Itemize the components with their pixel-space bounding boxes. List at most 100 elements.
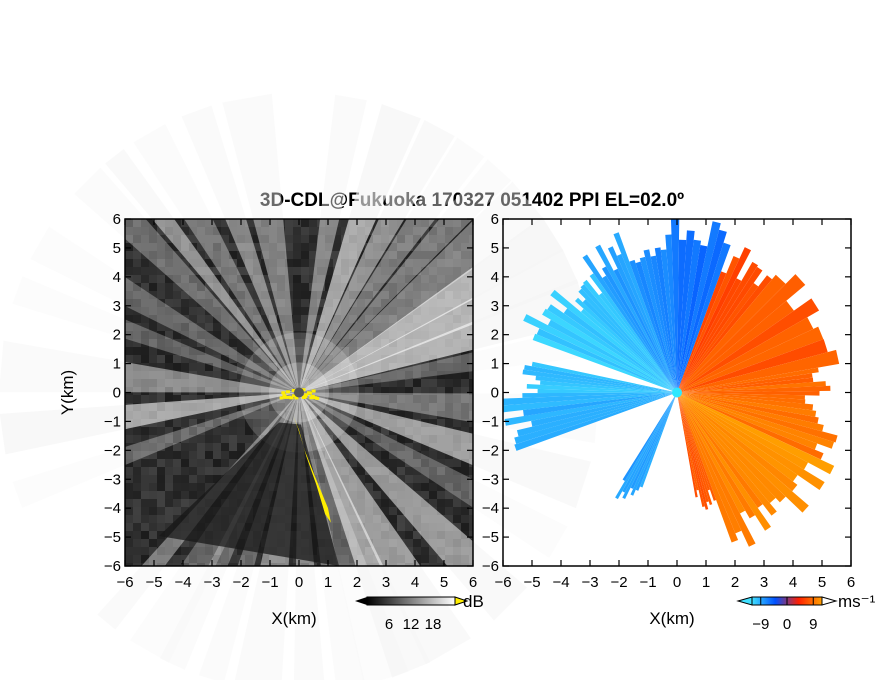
reflectivity-cell	[317, 283, 325, 291]
reflectivity-cell	[189, 307, 197, 315]
reflectivity-cell	[381, 267, 389, 275]
reflectivity-cell	[149, 491, 157, 499]
reflectivity-cell	[277, 387, 285, 395]
reflectivity-cell	[317, 475, 325, 483]
reflectivity-saturation-speck	[301, 388, 306, 392]
x-tick-label: −3	[203, 574, 220, 591]
reflectivity-cell	[309, 291, 317, 299]
reflectivity-cell	[325, 347, 333, 355]
reflectivity-cell	[453, 491, 461, 499]
reflectivity-cell	[125, 563, 133, 566]
reflectivity-cell	[157, 299, 165, 307]
reflectivity-cell	[405, 523, 413, 531]
reflectivity-cell	[277, 243, 285, 251]
reflectivity-cell	[125, 355, 133, 363]
reflectivity-cell	[237, 299, 245, 307]
reflectivity-cell	[397, 387, 405, 395]
reflectivity-cell	[397, 275, 405, 283]
reflectivity-beam	[299, 392, 471, 665]
reflectivity-cell	[277, 275, 285, 283]
reflectivity-cell	[293, 371, 301, 379]
velocity-sector	[582, 299, 677, 393]
velocity-sector	[503, 392, 677, 406]
reflectivity-cell	[317, 291, 325, 299]
velocity-sector	[677, 274, 786, 393]
reflectivity-cell	[269, 563, 277, 566]
reflectivity-cell	[221, 387, 229, 395]
x-tick-label: −5	[145, 574, 162, 591]
reflectivity-cell	[405, 379, 413, 387]
reflectivity-cell	[413, 539, 421, 547]
reflectivity-cell	[429, 563, 437, 566]
reflectivity-cell	[461, 251, 469, 259]
reflectivity-cell	[453, 499, 461, 507]
reflectivity-cell	[181, 507, 189, 515]
reflectivity-cell	[317, 275, 325, 283]
reflectivity-cell	[453, 235, 461, 243]
reflectivity-cell	[317, 355, 325, 363]
velocity-sector	[550, 289, 677, 393]
reflectivity-cell	[397, 515, 405, 523]
velocity-sector	[516, 392, 677, 437]
reflectivity-cell	[149, 259, 157, 267]
reflectivity-cell	[285, 379, 293, 387]
reflectivity-cell	[173, 419, 181, 427]
reflectivity-cell	[421, 363, 429, 371]
reflectivity-cell	[413, 371, 421, 379]
reflectivity-cell	[189, 371, 197, 379]
reflectivity-cell	[125, 307, 133, 315]
y-tick-label: 1	[491, 356, 499, 373]
reflectivity-cell	[373, 379, 381, 387]
velocity-sector	[643, 249, 677, 393]
reflectivity-cell	[365, 323, 373, 331]
reflectivity-cell	[445, 483, 453, 491]
reflectivity-cell	[373, 331, 381, 339]
reflectivity-cell	[365, 275, 373, 283]
reflectivity-cell	[285, 243, 293, 251]
reflectivity-cell	[133, 547, 141, 555]
velocity-sector	[582, 279, 677, 393]
reflectivity-cell	[269, 259, 277, 267]
reflectivity-cell	[421, 459, 429, 467]
reflectivity-cell	[221, 267, 229, 275]
reflectivity-cell	[125, 515, 133, 523]
reflectivity-cell	[277, 299, 285, 307]
reflectivity-cell	[437, 491, 445, 499]
reflectivity-cell	[197, 315, 205, 323]
reflectivity-cell	[261, 419, 269, 427]
reflectivity-cell	[141, 219, 149, 227]
reflectivity-cell	[437, 395, 445, 403]
reflectivity-cell	[125, 315, 133, 323]
reflectivity-beam	[299, 120, 455, 393]
velocity-sector	[601, 266, 677, 393]
velocity-sector	[622, 392, 677, 481]
reflectivity-cell	[445, 371, 453, 379]
y-tick-label: 2	[113, 327, 121, 344]
reflectivity-cell	[245, 347, 253, 355]
reflectivity-cell	[181, 499, 189, 507]
reflectivity-cell	[261, 219, 269, 227]
reflectivity-cell	[277, 355, 285, 363]
reflectivity-cell	[149, 315, 157, 323]
reflectivity-beam	[299, 137, 485, 393]
reflectivity-cell	[229, 291, 237, 299]
reflectivity-cell	[333, 355, 341, 363]
reflectivity-cell	[365, 419, 373, 427]
reflectivity-cell	[221, 347, 229, 355]
reflectivity-cell	[173, 323, 181, 331]
reflectivity-cell	[405, 227, 413, 235]
reflectivity-cell	[373, 403, 381, 411]
reflectivity-cell	[125, 539, 133, 547]
x-tick-label: −6	[494, 574, 511, 591]
reflectivity-cell	[445, 515, 453, 523]
reflectivity-cell	[253, 371, 261, 379]
reflectivity-cell	[437, 411, 445, 419]
reflectivity-cell	[141, 435, 149, 443]
reflectivity-cell	[349, 331, 357, 339]
reflectivity-cell	[413, 379, 421, 387]
colorbar-under-arrow	[355, 597, 367, 605]
reflectivity-cell	[141, 539, 149, 547]
reflectivity-cell	[461, 219, 469, 227]
velocity-sector	[677, 385, 831, 393]
